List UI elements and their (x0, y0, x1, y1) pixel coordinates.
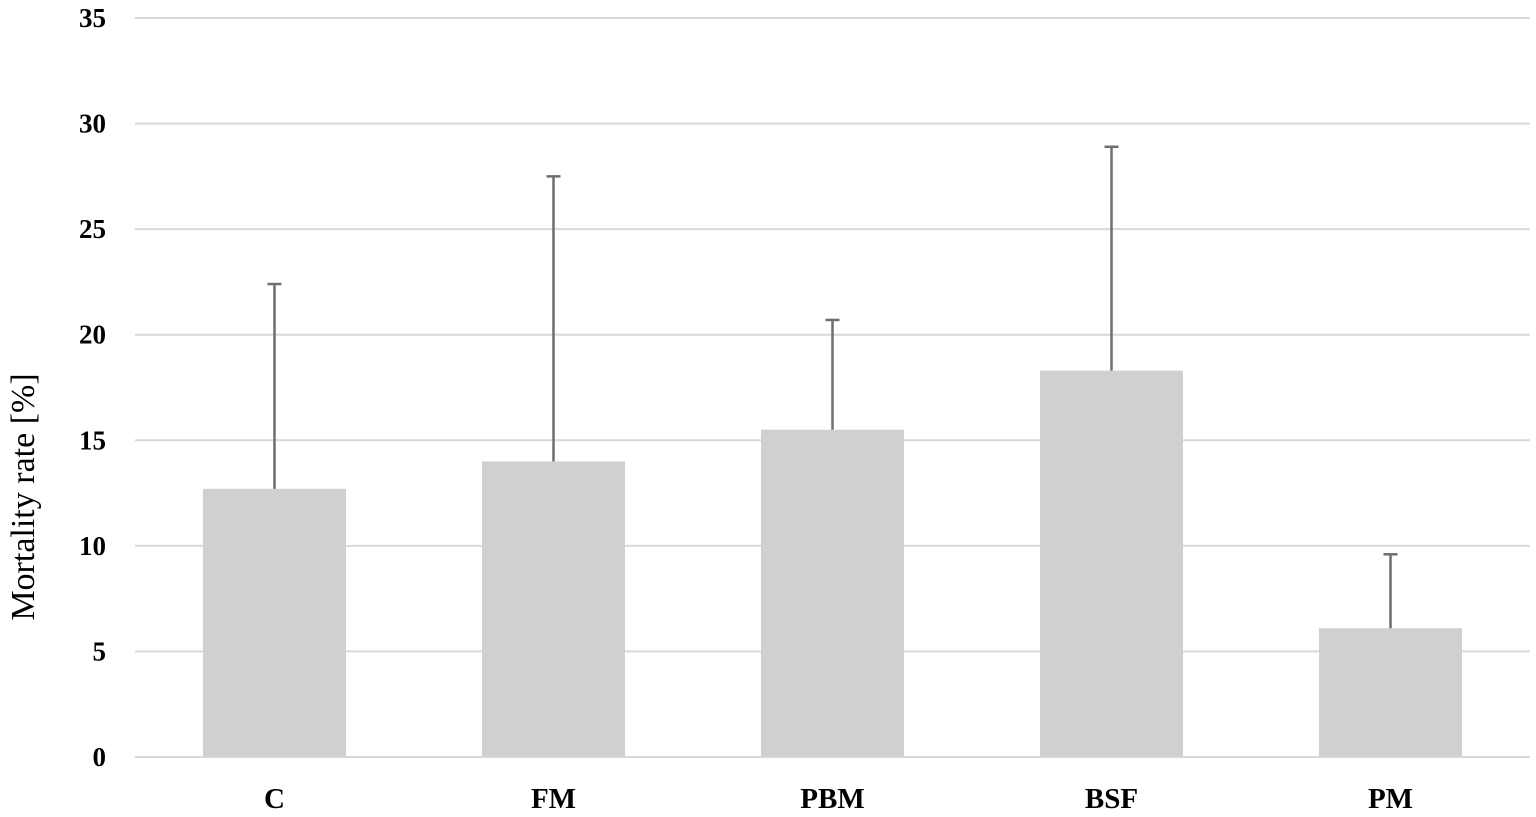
error-bar-pbm (825, 318, 840, 430)
bar-pbm (761, 429, 904, 757)
x-tick-label-pbm: PBM (800, 783, 864, 815)
y-tick-label-35: 35 (79, 3, 106, 33)
bar-fm (482, 461, 625, 757)
bar-c (203, 488, 346, 757)
error-bar-c (267, 282, 282, 489)
x-tick-label-pm: PM (1368, 783, 1413, 815)
y-tick-label-0: 0 (93, 742, 107, 772)
x-tick-label-bsf: BSF (1085, 783, 1138, 815)
error-bar-bsf (1104, 145, 1119, 371)
bar-pm (1319, 628, 1462, 757)
y-tick-label-30: 30 (79, 109, 106, 139)
bars (203, 370, 1462, 757)
x-axis-ticks: C FM PBM BSF PM (264, 783, 1413, 815)
y-tick-label-5: 5 (93, 636, 107, 666)
y-tick-label-20: 20 (79, 320, 106, 350)
bar-bsf (1040, 370, 1183, 757)
error-bar-pm (1383, 553, 1398, 629)
error-bar-fm (546, 175, 561, 462)
y-tick-label-25: 25 (79, 214, 106, 244)
x-tick-label-c: C (264, 783, 285, 815)
y-tick-label-10: 10 (79, 531, 106, 561)
y-axis-label: Mortality rate [%] (5, 373, 42, 620)
y-tick-label-15: 15 (79, 425, 106, 455)
y-axis-ticks: 0 5 10 15 20 25 30 35 (79, 3, 106, 772)
x-tick-label-fm: FM (531, 783, 576, 815)
error-bars (267, 145, 1398, 629)
